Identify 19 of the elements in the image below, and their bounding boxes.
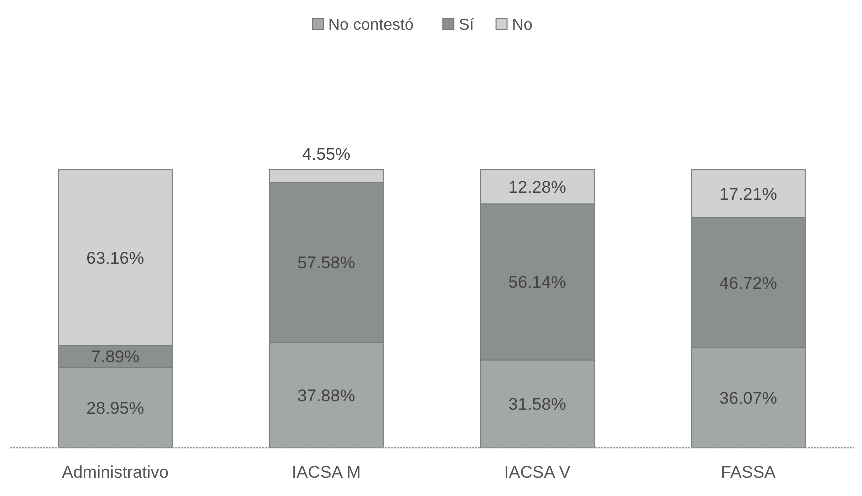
data-label: 31.58%: [508, 395, 566, 414]
data-label: 57.58%: [298, 254, 356, 273]
data-label: 12.28%: [508, 178, 566, 198]
legend-label: No contestó: [328, 17, 414, 34]
x-tick-label: IACSA V: [504, 463, 572, 482]
data-label: 28.95%: [86, 398, 144, 418]
data-label: 36.07%: [720, 388, 778, 408]
data-label: 17.21%: [720, 184, 778, 204]
data-label: 46.72%: [720, 274, 778, 293]
data-label: 63.16%: [86, 248, 144, 268]
x-tick-label: IACSA M: [292, 463, 361, 482]
data-label: 4.55%: [302, 145, 351, 164]
legend-label: Sí: [459, 17, 475, 34]
data-label: 37.88%: [298, 386, 356, 406]
data-label: 56.14%: [508, 273, 566, 292]
legend-label: No: [512, 17, 533, 34]
x-tick-label: Administrativo: [62, 463, 169, 482]
data-label: 7.89%: [91, 348, 140, 367]
x-tick-label: FASSA: [721, 463, 777, 482]
